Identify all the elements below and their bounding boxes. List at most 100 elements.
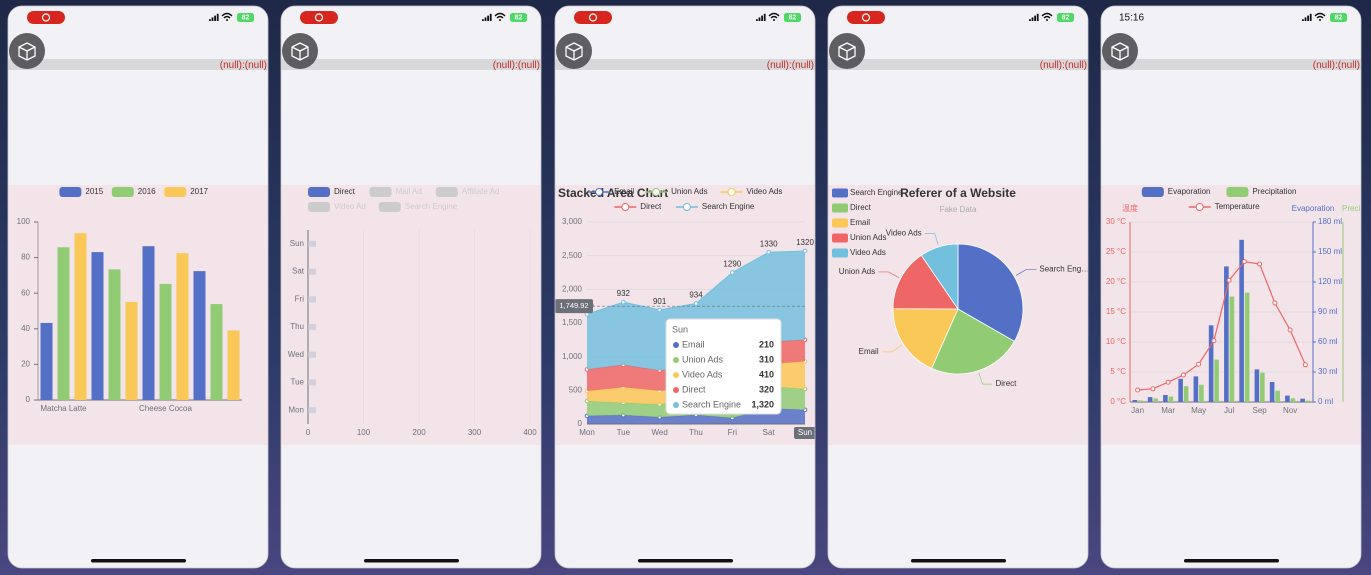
y-tick-label: Tue [291, 378, 305, 387]
y-tick-label: 80 [21, 253, 30, 262]
legend-symbol [832, 248, 848, 258]
signal-bar [1034, 15, 1036, 21]
bar [40, 322, 53, 400]
y-tick-label: Sun [290, 239, 304, 248]
phone-screen: 82 (null):(null) 0 500 1,000 1,500 2,000 2,500 3… [555, 6, 815, 568]
legend-label: Video Ads [747, 187, 783, 196]
y2-axis-name: Evaporation [1292, 204, 1335, 213]
recording-dot [588, 13, 598, 22]
wifi-icon [221, 12, 233, 19]
signal-bar [216, 13, 219, 21]
y2-tick-label: 60 ml [1318, 337, 1338, 346]
wifi-dot [499, 19, 501, 21]
signal-bar [1036, 13, 1039, 21]
debug-label: (null):(null) [1313, 60, 1360, 71]
phone: 82 (null):(null) Referer of a Website Fake … [827, 5, 1089, 569]
cube-icon [291, 42, 309, 61]
recording-pill [574, 11, 612, 24]
area [587, 361, 805, 405]
x-tick-label: 400 [523, 428, 537, 437]
battery-level: 82 [515, 15, 523, 22]
tooltip-name: Email [682, 339, 705, 349]
bar [1239, 239, 1244, 402]
bar [1208, 325, 1214, 402]
bar [1254, 369, 1260, 402]
pie-slice [892, 308, 959, 369]
tooltip-title: Sun [672, 324, 688, 334]
legend-label: Mail Ad [396, 187, 422, 196]
data-label: 1320 [796, 238, 814, 247]
label-chip [308, 296, 316, 303]
legend-label: 2017 [190, 187, 208, 196]
battery [510, 13, 527, 22]
y-tick-label: 100 [17, 217, 31, 226]
legend-symbol [378, 202, 401, 212]
y-tick-label: 40 [21, 324, 30, 333]
y-tick-label: Mon [288, 405, 304, 414]
point [1257, 261, 1263, 267]
legend-label: Temperature [1215, 202, 1260, 211]
debug-strip [1101, 59, 1361, 70]
recording-dot [314, 13, 324, 22]
legend-symbol [832, 203, 848, 213]
bar [1214, 359, 1219, 402]
tooltip-name: Search Engine [682, 399, 741, 409]
recording-dot [861, 13, 871, 22]
bar [1163, 395, 1168, 402]
recording-dot [41, 13, 51, 22]
y-tick-label: 20 °C [1106, 277, 1126, 286]
wifi-dot [773, 19, 775, 21]
bar [1178, 378, 1183, 402]
point [802, 248, 808, 254]
line [1137, 260, 1306, 391]
bar [108, 269, 121, 400]
point [1302, 362, 1308, 368]
label-chip [308, 407, 316, 414]
bar [1168, 396, 1174, 402]
data-label: 932 [617, 289, 631, 298]
y3-axis-name: Precipitation [1342, 204, 1371, 213]
legend-label: Direct [640, 202, 662, 211]
phone-frame [827, 5, 1089, 569]
pie-slice [920, 243, 959, 311]
label-chip [308, 324, 316, 330]
battery-level: 82 [242, 15, 250, 22]
cube-icon [18, 42, 36, 61]
debug-strip [828, 59, 1088, 70]
legend-symbol [308, 202, 330, 212]
legend-symbol [308, 187, 330, 197]
y-tick-label: 5 °C [1110, 367, 1126, 376]
recording-pill [300, 11, 338, 24]
label-chip [308, 379, 316, 386]
signal-bar [1029, 19, 1031, 21]
legend-symbol [164, 187, 187, 197]
x-tick-label: Wed [652, 428, 668, 437]
x-tick-label: Sep [1253, 406, 1268, 415]
legend-symbol [1141, 187, 1164, 197]
point [1150, 386, 1156, 392]
wifi-dot [1046, 19, 1048, 21]
legend-symbol [369, 187, 392, 197]
point [1180, 372, 1186, 378]
legend-label: Evaporation [1168, 187, 1211, 196]
x-tick-label: Sun [798, 428, 812, 437]
home-indicator [91, 559, 186, 563]
x-tick-label: Jan [1131, 406, 1144, 415]
x-tick-label: Thu [689, 428, 703, 437]
home-indicator [911, 559, 1006, 563]
bar [1199, 384, 1204, 402]
x-tick-label: 200 [412, 428, 426, 437]
point [693, 301, 699, 306]
y2-tick-label: 90 ml [1318, 307, 1338, 316]
bar [125, 301, 138, 400]
battery [237, 13, 254, 22]
bar [1224, 266, 1229, 402]
battery-level: 82 [1335, 15, 1343, 22]
legend-label: Video Ad [334, 202, 366, 211]
slice-label: Direct [996, 379, 1018, 388]
wifi-icon [1314, 12, 1326, 19]
label-chip [308, 351, 316, 358]
bar [1229, 296, 1235, 402]
chart-area [8, 185, 268, 445]
y2-tick-label: 30 ml [1318, 367, 1338, 376]
